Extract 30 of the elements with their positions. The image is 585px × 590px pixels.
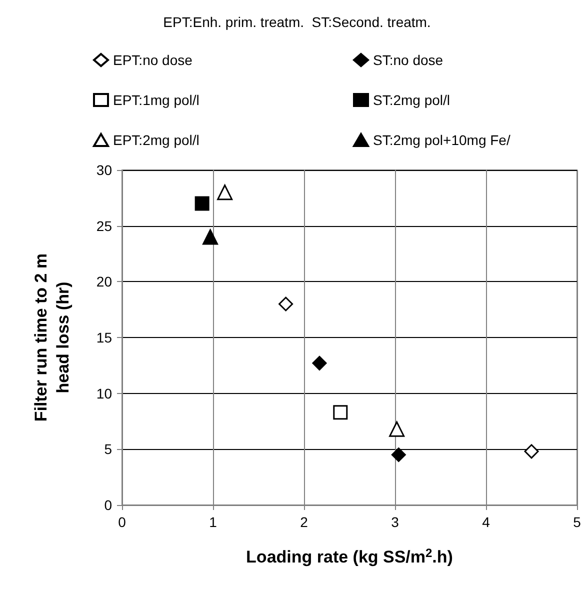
y-tick-label: 5	[104, 441, 112, 458]
point	[312, 356, 327, 370]
x-tick-label: 3	[391, 514, 400, 530]
legend-label: EPT:2mg pol/l	[113, 132, 200, 148]
point	[217, 184, 233, 200]
y-tick-label: 25	[96, 218, 112, 234]
y-tick-label: 20	[96, 274, 112, 290]
point	[389, 421, 405, 437]
point	[202, 229, 218, 245]
x-tick-label: 0	[118, 514, 126, 530]
y-tick-label: 0	[104, 497, 112, 513]
point	[391, 448, 406, 462]
legend-label: EPT:no dose	[113, 52, 193, 68]
x-tick-label: 4	[482, 514, 490, 530]
point	[278, 296, 294, 312]
legend-label: EPT:1mg pol/l	[113, 92, 200, 108]
point	[194, 196, 210, 211]
y-axis-title: Filter run time to 2 m head loss (hr)	[32, 253, 72, 422]
legend-label: ST:2mg pol+10mg Fe/	[373, 132, 510, 148]
x-tick-label: 2	[300, 514, 308, 530]
point	[333, 405, 348, 420]
legend-title: EPT:Enh. prim. treatm. ST:Second. treatm.	[163, 14, 431, 30]
legend-label: ST:2mg pol/l	[373, 92, 450, 108]
x-tick-label: 1	[209, 514, 218, 530]
legend-label: ST:no dose	[373, 52, 444, 68]
x-tick-label: 5	[573, 514, 582, 530]
y-tick-label: 10	[96, 385, 112, 402]
point	[524, 444, 539, 459]
y-tick-label: 30	[96, 162, 112, 178]
y-tick-label: 15	[96, 330, 112, 346]
